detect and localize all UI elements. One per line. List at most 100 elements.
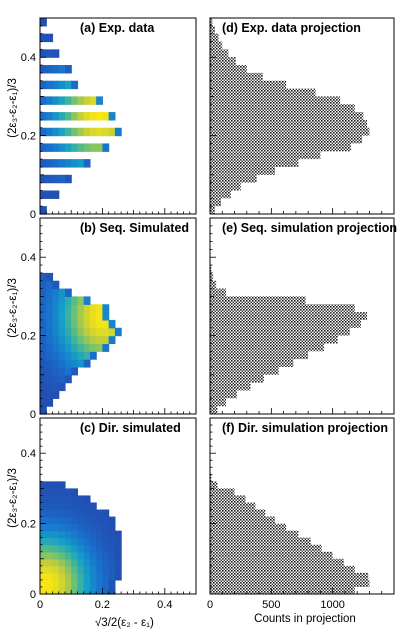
panel-title: (c) Dir. simulated <box>80 421 181 435</box>
heatmap-cell <box>64 374 72 384</box>
heatmap-cell <box>89 327 97 337</box>
heatmap-cell <box>77 351 85 360</box>
heatmap-cell <box>77 509 85 518</box>
heatmap-cell <box>71 495 79 504</box>
heatmap-cell <box>83 351 91 360</box>
heatmap-cell <box>77 112 85 121</box>
histogram-bar <box>210 398 226 407</box>
heatmap-cell <box>89 319 97 329</box>
heatmap-cell <box>71 572 79 581</box>
heatmap-cell <box>40 112 47 121</box>
heatmap-cell <box>102 319 110 329</box>
heatmap-cell <box>46 80 54 90</box>
heatmap-cell <box>114 327 122 337</box>
heatmap-cell <box>46 398 54 407</box>
y-tick-label: 0 <box>30 209 36 221</box>
x-axis-label: √3/2(ε₂ - ε₁) <box>95 616 154 629</box>
heatmap-cell <box>71 112 79 121</box>
heatmap-cell <box>114 537 122 546</box>
heatmap-cell <box>83 327 91 337</box>
heatmap-cell <box>40 537 47 546</box>
histogram-bar <box>210 551 333 559</box>
heatmap-cell <box>46 366 54 376</box>
x-tick-label: 0.4 <box>157 599 172 611</box>
heatmap-cell <box>46 382 54 392</box>
heatmap-cell <box>58 80 66 90</box>
heatmap-cell <box>40 65 47 74</box>
heatmap-cell <box>96 343 103 352</box>
heatmap-cell <box>83 579 91 588</box>
y-tick-label: 0.2 <box>21 131 36 143</box>
histogram-bar <box>210 495 246 503</box>
x-tick-label: 0 <box>37 599 43 611</box>
heatmap-cell <box>89 143 97 152</box>
heatmap-cell <box>83 112 91 121</box>
heatmap-cell <box>102 586 110 595</box>
heatmap-cell <box>58 304 66 313</box>
heatmap-cell <box>64 565 72 574</box>
heatmap-cell <box>71 304 79 313</box>
heatmap-cell <box>89 544 97 553</box>
y-axis-label: (2ε₃-ε₂-ε₁)/3 <box>7 78 19 138</box>
panel-c: 0 0.2 0.4 0 0.2 0.4 (c) Dir. simulated (2ε₃-ε₂-… <box>7 417 197 629</box>
histogram-bar <box>210 359 294 367</box>
heatmap-cell <box>83 304 91 313</box>
heatmap-cell <box>64 579 72 588</box>
plot-frame <box>39 217 197 415</box>
heatmap-cell <box>64 572 72 581</box>
histogram-bar <box>210 159 299 167</box>
histogram-bar <box>210 127 370 136</box>
heatmap-cell <box>64 558 72 567</box>
heatmap-cell <box>58 537 66 546</box>
heatmap-cell <box>83 523 91 532</box>
heatmap-cell <box>64 296 72 305</box>
histogram-bar <box>210 198 222 207</box>
heatmap-cell <box>46 127 54 137</box>
heatmap-cell <box>89 551 97 560</box>
heatmap-cell <box>102 335 110 345</box>
heatmap-cell <box>83 319 91 329</box>
heatmap-cell <box>96 537 103 546</box>
heatmap-cell <box>71 509 79 518</box>
heatmap-cell <box>46 481 54 489</box>
heatmap-cell <box>77 359 85 368</box>
heatmap-cell <box>58 516 66 525</box>
heatmap-cell <box>83 312 91 321</box>
heatmap-cell <box>46 565 54 574</box>
histogram-bar <box>210 104 355 113</box>
heatmap-cell <box>46 304 54 313</box>
histogram-bar <box>210 481 218 489</box>
heatmap-cell <box>77 327 85 337</box>
heatmap-cell <box>102 530 110 539</box>
heatmap-cell <box>52 304 60 313</box>
y-tick-label: 0.4 <box>21 448 36 460</box>
x-tick-label: 0 <box>207 599 213 611</box>
heatmap-cell <box>58 565 66 574</box>
heatmap-cell <box>52 523 60 532</box>
heatmap-cell <box>40 280 47 290</box>
heatmap-cell <box>64 502 72 511</box>
heatmap-cell <box>96 523 103 532</box>
heatmap-cell <box>46 112 54 121</box>
heatmap-cell <box>83 159 91 168</box>
histogram-bar <box>210 143 352 152</box>
histogram-bar <box>210 516 276 524</box>
heatmap-cell <box>58 174 66 184</box>
heatmap-cell <box>46 530 54 539</box>
heatmap-cell <box>96 112 103 121</box>
heatmap-cell <box>40 80 47 90</box>
heatmap-cell <box>40 359 47 368</box>
heatmap-cell <box>46 49 54 58</box>
heatmap-cell <box>71 579 79 588</box>
heatmap-cell <box>58 366 66 376</box>
histogram-bar <box>210 57 236 66</box>
histogram-bar <box>210 565 355 573</box>
heatmap-cell <box>46 359 54 368</box>
heatmap-cell <box>71 565 79 574</box>
heatmap-cell <box>46 516 54 525</box>
heatmap-cell <box>40 502 47 511</box>
histogram-bar <box>210 135 363 144</box>
histogram-bar <box>210 65 247 73</box>
heatmap-cell <box>64 516 72 525</box>
heatmap-cell <box>40 288 47 297</box>
